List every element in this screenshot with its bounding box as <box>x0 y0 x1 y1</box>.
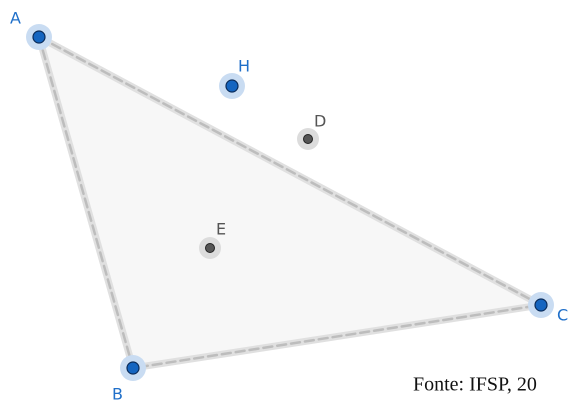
point-label: H <box>238 57 250 76</box>
point-dot <box>225 79 239 93</box>
point-label: E <box>216 220 226 239</box>
point-d[interactable]: D <box>297 112 326 151</box>
point-dot <box>205 243 215 253</box>
point-c[interactable]: C <box>528 292 568 325</box>
point-a[interactable]: A <box>10 9 52 51</box>
point-e[interactable]: E <box>199 220 226 260</box>
point-b[interactable]: B <box>112 355 146 404</box>
point-dot <box>534 298 548 312</box>
triangle-fill <box>39 37 541 368</box>
edge-dashed <box>36 34 545 370</box>
triangle-edges <box>33 30 552 372</box>
point-label: B <box>112 385 123 404</box>
point-label: D <box>314 112 326 131</box>
point-h[interactable]: H <box>219 57 250 100</box>
point-label: A <box>10 9 21 28</box>
point-dot <box>303 134 313 144</box>
point-label: C <box>557 306 568 325</box>
point-dot <box>32 30 46 44</box>
caption: Fonte: IFSP, 20 <box>413 374 537 396</box>
point-dot <box>126 361 140 375</box>
